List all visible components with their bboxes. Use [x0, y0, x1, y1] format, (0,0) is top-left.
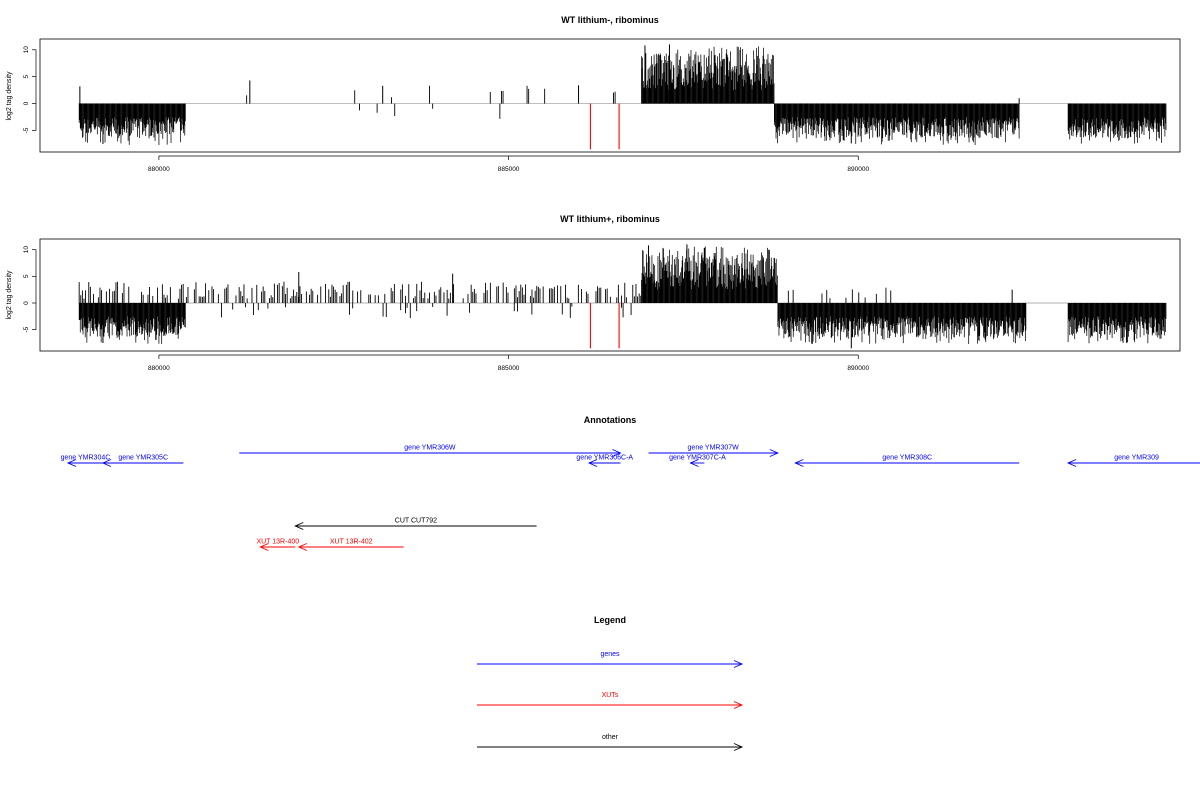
annotations-title: Annotations: [584, 415, 637, 425]
annotation-label: gene YMR308C: [882, 455, 932, 462]
annotation-label: gene YMR305C: [118, 455, 168, 462]
x-tick-label: 885000: [498, 365, 520, 372]
legend-title: Legend: [594, 615, 626, 625]
legend-label: genes: [600, 651, 620, 658]
y-axis-label: log2 tag density: [6, 270, 13, 320]
y-tick-label: -5: [23, 326, 30, 332]
y-tick-label: 5: [23, 74, 30, 78]
legend-label: other: [602, 734, 619, 741]
x-tick-label: 880000: [148, 166, 170, 173]
annotation-label: gene YMR306W: [404, 445, 456, 452]
annotation-label: XUT 13R-402: [330, 539, 373, 546]
annotation-label: gene YMR307C-A: [669, 455, 726, 462]
x-tick-label: 885000: [498, 166, 520, 173]
annotation-label: gene YMR307W: [688, 445, 740, 452]
x-tick-label: 880000: [148, 365, 170, 372]
annotation-label: gene YMR309: [1114, 455, 1159, 462]
x-tick-label: 890000: [847, 166, 869, 173]
annotation-label: XUT 13R-400: [256, 539, 299, 546]
x-tick-label: 890000: [847, 365, 869, 372]
annotation-label: CUT CUT792: [395, 518, 437, 525]
legend-label: XUTs: [602, 692, 619, 699]
annotation-label: gene YMR304C: [61, 455, 111, 462]
y-tick-label: -5: [23, 127, 30, 133]
y-tick-label: 5: [23, 274, 30, 278]
track-title-lithium-plus: WT lithium+, ribominus: [560, 214, 660, 224]
y-tick-label: 10: [23, 46, 30, 54]
y-tick-label: 10: [23, 246, 30, 254]
y-axis-label: log2 tag density: [6, 71, 13, 121]
y-tick-label: 0: [23, 301, 30, 305]
y-tick-label: 0: [23, 101, 30, 105]
genome-browser-figure: WT lithium-, ribominus log2 tag density …: [0, 0, 1200, 800]
annotation-label: gene YMR306C-A: [576, 455, 633, 462]
track-title-lithium-minus: WT lithium-, ribominus: [561, 15, 659, 25]
